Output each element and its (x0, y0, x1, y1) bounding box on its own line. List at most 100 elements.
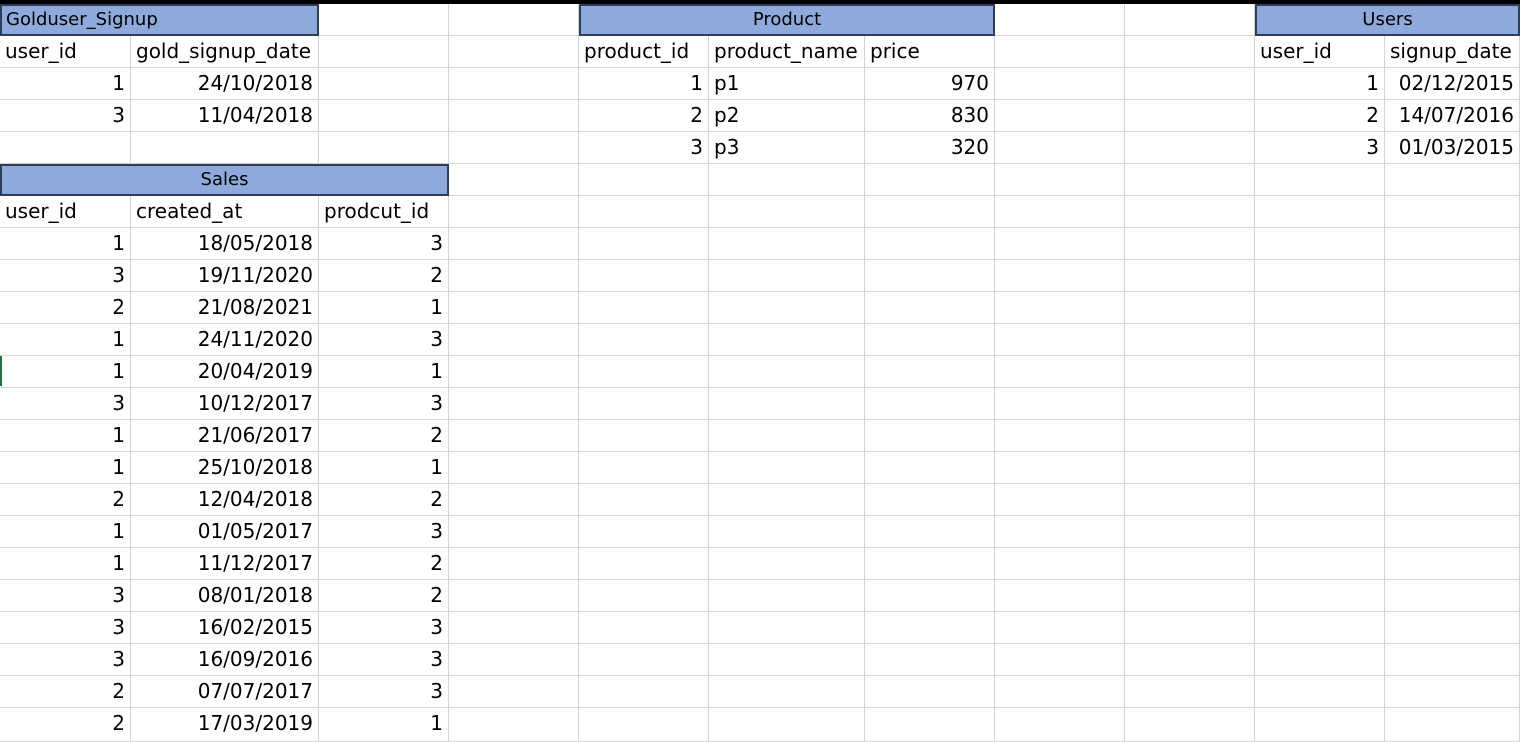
cell-a19[interactable]: 3 (0, 580, 131, 612)
cell-k3[interactable]: 02/12/2015 (1385, 68, 1520, 100)
cell-h2[interactable] (995, 36, 1125, 68)
cell-f12[interactable] (709, 356, 865, 388)
cell-f3[interactable]: p1 (709, 68, 865, 100)
cell-h8[interactable] (995, 228, 1125, 260)
cell-e5[interactable]: 3 (579, 132, 709, 164)
cell-i21[interactable] (1125, 644, 1255, 676)
cell-d22[interactable] (449, 676, 579, 708)
cell-a9[interactable]: 3 (0, 260, 131, 292)
cell-b18[interactable]: 11/12/2017 (131, 548, 319, 580)
cell-e22[interactable] (579, 676, 709, 708)
cell-h9[interactable] (995, 260, 1125, 292)
cell-f16[interactable] (709, 484, 865, 516)
cell-b10[interactable]: 21/08/2021 (131, 292, 319, 324)
cell-h3[interactable] (995, 68, 1125, 100)
cell-e9[interactable] (579, 260, 709, 292)
cell-d18[interactable] (449, 548, 579, 580)
cell-h7[interactable] (995, 196, 1125, 228)
cell-e15[interactable] (579, 452, 709, 484)
cell-g21[interactable] (865, 644, 995, 676)
cell-f17[interactable] (709, 516, 865, 548)
cell-h4[interactable] (995, 100, 1125, 132)
cell-d9[interactable] (449, 260, 579, 292)
cell-i18[interactable] (1125, 548, 1255, 580)
cell-f11[interactable] (709, 324, 865, 356)
cell-k10[interactable] (1385, 292, 1520, 324)
users-table-title[interactable]: Users (1255, 4, 1520, 36)
cell-c2[interactable] (319, 36, 449, 68)
cell-c5[interactable] (319, 132, 449, 164)
cell-g12[interactable] (865, 356, 995, 388)
cell-e11[interactable] (579, 324, 709, 356)
cell-d16[interactable] (449, 484, 579, 516)
cell-h13[interactable] (995, 388, 1125, 420)
cell-f13[interactable] (709, 388, 865, 420)
cell-e2[interactable]: product_id (579, 36, 709, 68)
cell-d23[interactable] (449, 708, 579, 742)
cell-k6[interactable] (1385, 164, 1520, 196)
cell-g3[interactable]: 970 (865, 68, 995, 100)
cell-b19[interactable]: 08/01/2018 (131, 580, 319, 612)
cell-j19[interactable] (1255, 580, 1385, 612)
cell-i3[interactable] (1125, 68, 1255, 100)
cell-d3[interactable] (449, 68, 579, 100)
cell-c21[interactable]: 3 (319, 644, 449, 676)
cell-e17[interactable] (579, 516, 709, 548)
cell-b4[interactable]: 11/04/2018 (131, 100, 319, 132)
cell-g18[interactable] (865, 548, 995, 580)
cell-g23[interactable] (865, 708, 995, 742)
cell-a20[interactable]: 3 (0, 612, 131, 644)
cell-h11[interactable] (995, 324, 1125, 356)
cell-d14[interactable] (449, 420, 579, 452)
cell-b14[interactable]: 21/06/2017 (131, 420, 319, 452)
cell-a4[interactable]: 3 (0, 100, 131, 132)
cell-f19[interactable] (709, 580, 865, 612)
cell-j22[interactable] (1255, 676, 1385, 708)
cell-i6[interactable] (1125, 164, 1255, 196)
cell-a17[interactable]: 1 (0, 516, 131, 548)
cell-f20[interactable] (709, 612, 865, 644)
cell-c15[interactable]: 1 (319, 452, 449, 484)
cell-k9[interactable] (1385, 260, 1520, 292)
cell-a12[interactable]: 1 (0, 356, 131, 388)
cell-f21[interactable] (709, 644, 865, 676)
cell-j12[interactable] (1255, 356, 1385, 388)
cell-k16[interactable] (1385, 484, 1520, 516)
cell-g16[interactable] (865, 484, 995, 516)
cell-b9[interactable]: 19/11/2020 (131, 260, 319, 292)
cell-k22[interactable] (1385, 676, 1520, 708)
cell-b8[interactable]: 18/05/2018 (131, 228, 319, 260)
cell-b7[interactable]: created_at (131, 196, 319, 228)
cell-e13[interactable] (579, 388, 709, 420)
cell-i22[interactable] (1125, 676, 1255, 708)
cell-g8[interactable] (865, 228, 995, 260)
cell-b3[interactable]: 24/10/2018 (131, 68, 319, 100)
cell-e21[interactable] (579, 644, 709, 676)
cell-j10[interactable] (1255, 292, 1385, 324)
cell-a8[interactable]: 1 (0, 228, 131, 260)
cell-a22[interactable]: 2 (0, 676, 131, 708)
cell-g13[interactable] (865, 388, 995, 420)
cell-a7[interactable]: user_id (0, 196, 131, 228)
cell-a14[interactable]: 1 (0, 420, 131, 452)
product-table-title[interactable]: Product (579, 4, 995, 36)
cell-k23[interactable] (1385, 708, 1520, 742)
cell-d19[interactable] (449, 580, 579, 612)
cell-c17[interactable]: 3 (319, 516, 449, 548)
cell-h19[interactable] (995, 580, 1125, 612)
cell-c16[interactable]: 2 (319, 484, 449, 516)
cell-e7[interactable] (579, 196, 709, 228)
cell-k4[interactable]: 14/07/2016 (1385, 100, 1520, 132)
cell-j8[interactable] (1255, 228, 1385, 260)
cell-k15[interactable] (1385, 452, 1520, 484)
cell-e3[interactable]: 1 (579, 68, 709, 100)
cell-k13[interactable] (1385, 388, 1520, 420)
cell-i8[interactable] (1125, 228, 1255, 260)
cell-c8[interactable]: 3 (319, 228, 449, 260)
cell-g2[interactable]: price (865, 36, 995, 68)
cell-b13[interactable]: 10/12/2017 (131, 388, 319, 420)
cell-d1[interactable] (449, 4, 579, 36)
cell-g4[interactable]: 830 (865, 100, 995, 132)
cell-g11[interactable] (865, 324, 995, 356)
